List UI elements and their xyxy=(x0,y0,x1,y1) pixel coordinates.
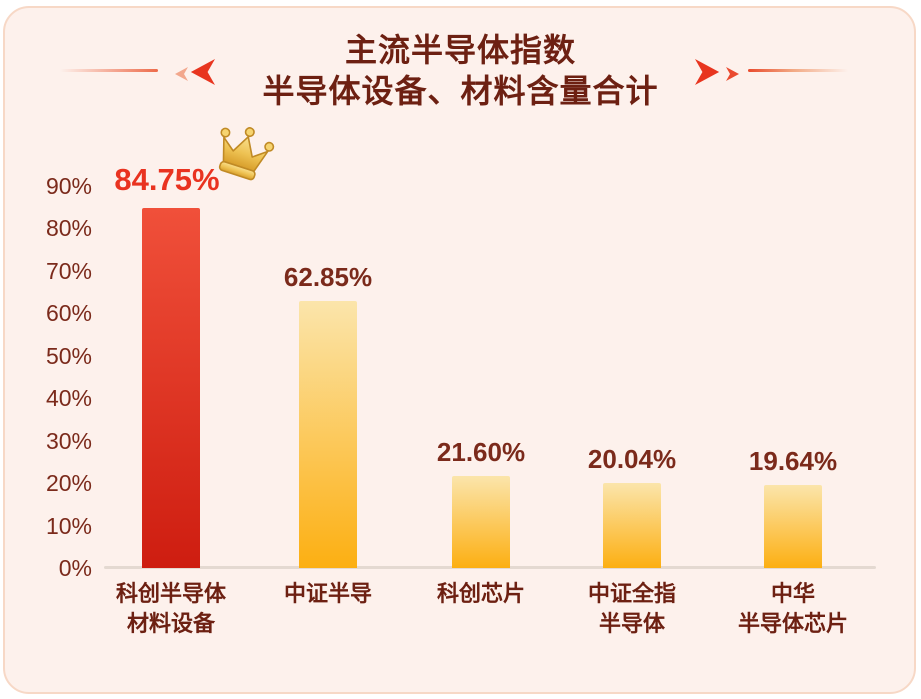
category-label-line: 中华 xyxy=(770,581,815,606)
bar-1 xyxy=(142,207,200,568)
category-label-line: 科创芯片 xyxy=(436,581,525,606)
crown-icon xyxy=(218,127,275,181)
category-label-line: 科创半导体 xyxy=(115,581,226,606)
category-label-4: 中证全指 半导体 xyxy=(540,579,724,639)
title-line-right xyxy=(748,69,848,72)
title-line-left xyxy=(60,69,158,72)
y-axis-tick-30: 30% xyxy=(45,427,92,454)
bar-5 xyxy=(764,484,822,568)
y-axis-tick-20: 20% xyxy=(45,470,92,496)
category-label-5: 中华 半导体芯片 xyxy=(701,579,885,639)
category-label-line: 中证半导 xyxy=(283,581,372,606)
category-label-1: 科创半导体 材料设备 xyxy=(79,579,263,639)
bar-3 xyxy=(452,476,510,568)
bar-2 xyxy=(299,300,357,568)
y-axis-tick-60: 60% xyxy=(45,300,92,326)
value-label-1: 84.75% xyxy=(114,161,220,197)
chevron-left-icon xyxy=(190,59,215,85)
category-label-line: 材料设备 xyxy=(126,611,215,636)
value-label-4: 20.04% xyxy=(587,443,677,474)
category-label-line: 中证全指 xyxy=(587,581,676,606)
chart-title: 主流半导体指数 半导体设备、材料含量合计 xyxy=(0,30,921,112)
y-axis-tick-0: 0% xyxy=(58,555,92,581)
value-label-5: 19.64% xyxy=(748,445,838,476)
chevron-left-small-icon xyxy=(175,67,188,81)
chart-title-line2: 半导体设备、材料含量合计 xyxy=(262,73,659,109)
value-label-2: 62.85% xyxy=(283,261,373,292)
category-label-3: 科创芯片 xyxy=(389,579,573,609)
bar-4 xyxy=(603,482,661,568)
y-axis-tick-40: 40% xyxy=(45,385,92,411)
chart-title-line1: 主流半导体指数 xyxy=(344,32,576,68)
category-label-2: 中证半导 xyxy=(236,579,420,609)
chevron-right-small-icon xyxy=(726,67,739,81)
y-axis-tick-50: 50% xyxy=(45,342,92,369)
y-axis-tick-90: 90% xyxy=(45,172,92,199)
category-label-line: 半导体芯片 xyxy=(737,611,848,636)
y-axis-tick-10: 10% xyxy=(45,512,92,539)
category-label-line: 半导体 xyxy=(598,611,665,636)
y-axis-tick-80: 80% xyxy=(45,215,92,241)
y-axis-tick-70: 70% xyxy=(45,257,92,284)
value-label-3: 21.60% xyxy=(436,437,526,468)
chevron-right-icon xyxy=(695,59,720,85)
